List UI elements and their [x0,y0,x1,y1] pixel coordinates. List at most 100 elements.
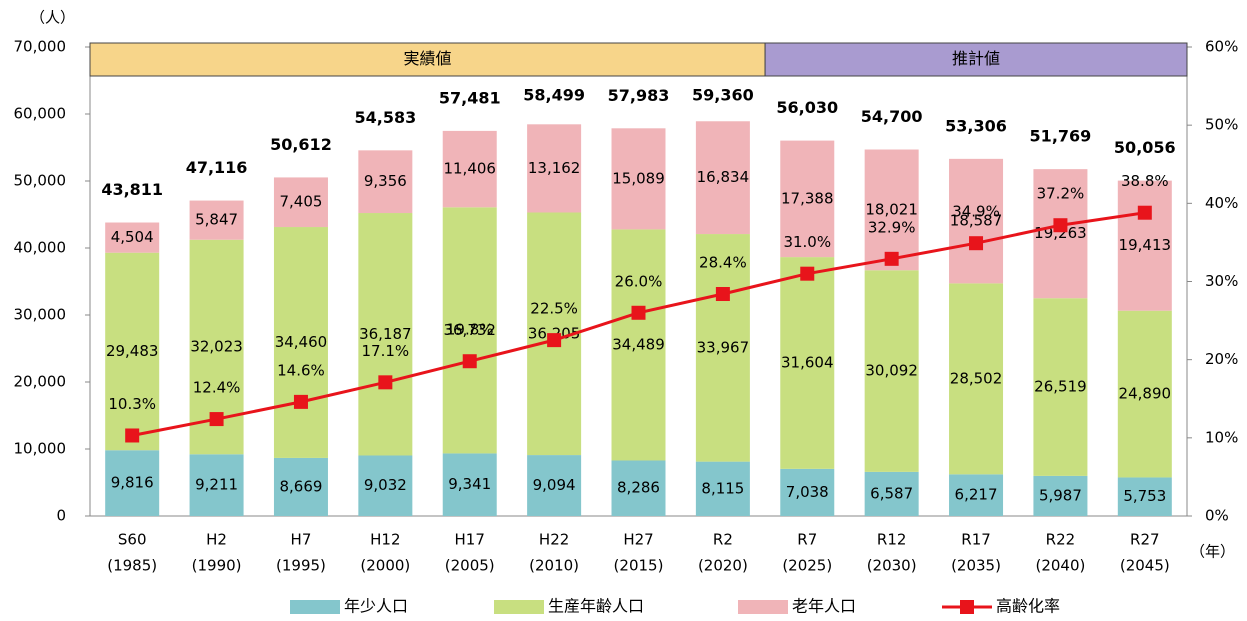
value-label: 9,094 [533,476,576,494]
bar-segment [358,455,413,516]
bar-segment [780,140,835,258]
y-tick-label: 10,000 [14,440,67,458]
line-value-label: 38.8% [1121,172,1169,190]
value-label: 9,356 [364,172,407,190]
x-tick-label: H22 [539,531,569,549]
value-label: 5,847 [195,211,238,229]
bar-segment [949,158,1004,284]
bar-segment [442,453,497,516]
bar-segment [864,471,919,516]
value-label: 36,187 [359,325,412,343]
y2-tick-label: 0% [1205,507,1229,525]
bar-segment [611,229,666,461]
x-tick-label: H2 [206,531,227,549]
legend-swatch [494,600,544,614]
value-label: 29,483 [106,342,159,360]
line-marker [969,236,984,251]
y2-tick-label: 20% [1205,350,1238,368]
y2-tick-label: 40% [1205,194,1238,212]
line-value-label: 19.8% [446,321,494,339]
legend-swatch [290,600,340,614]
y2-tick-label: 60% [1205,38,1238,56]
y-unit-label: （人） [30,9,75,27]
x-tick-sublabel: (2030) [867,557,917,575]
value-label: 28,502 [950,369,1003,387]
legend-marker [960,600,974,614]
bar-segment [358,150,413,214]
value-label: 13,162 [528,159,581,177]
bar-segment [780,257,835,469]
bar-segment [1033,169,1088,299]
period-band [89,42,766,77]
value-label: 26,519 [1034,378,1087,396]
bar-segment [695,121,750,235]
period-band [764,42,1188,77]
y2-tick-label: 50% [1205,116,1238,134]
value-label: 18,021 [865,200,918,218]
x-tick-sublabel: (2005) [445,557,495,575]
y-tick-label: 0 [56,507,66,525]
line-value-label: 31.0% [783,233,831,251]
value-label: 9,816 [111,474,154,492]
line-marker [209,412,224,427]
x-tick-sublabel: (1985) [107,557,157,575]
total-label: 56,030 [776,98,838,117]
x-tick-label: R2 [713,531,733,549]
value-label: 33,967 [697,338,750,356]
value-label: 9,211 [195,476,238,494]
x-tick-sublabel: (2010) [529,557,579,575]
bar-segment [695,461,750,516]
bar-segment [527,124,582,213]
x-tick-label: R22 [1046,531,1076,549]
line-marker [800,266,815,281]
bar-segment [442,130,497,208]
x-tick-sublabel: (1990) [192,557,242,575]
line-value-label: 10.3% [108,395,156,413]
bar-segment [611,460,666,516]
bar-segment [780,468,835,516]
value-label: 36,732 [443,321,496,339]
value-label: 9,341 [448,475,491,493]
value-label: 16,834 [697,168,750,186]
x-tick-sublabel: (2025) [782,557,832,575]
x-tick-sublabel: (2040) [1035,557,1085,575]
value-label: 4,504 [111,228,154,246]
total-label: 59,360 [692,86,754,105]
value-label: 8,669 [279,477,322,495]
value-label: 30,092 [865,362,918,380]
legend-swatch [738,600,788,614]
bar-segment [273,227,328,458]
line-marker [1137,205,1152,220]
value-label: 17,388 [781,189,834,207]
x-unit-label: （年） [1190,543,1235,561]
line-marker [293,394,308,409]
period-label: 実績値 [404,49,452,68]
total-label: 47,116 [186,158,248,177]
bar-segment [527,455,582,516]
x-tick-label: R27 [1130,531,1160,549]
bar-segment [1117,477,1172,516]
line-value-label: 32.9% [868,218,916,236]
total-label: 54,583 [354,108,416,127]
total-label: 43,811 [101,180,163,199]
bar-segment [1117,180,1172,311]
x-tick-label: S60 [118,531,147,549]
value-label: 8,115 [701,479,744,497]
bar-segment [358,213,413,456]
total-label: 51,769 [1030,127,1092,146]
line-marker [631,305,646,320]
x-tick-sublabel: (2000) [360,557,410,575]
x-tick-sublabel: (2015) [614,557,664,575]
value-label: 32,023 [190,338,243,356]
value-label: 18,587 [950,212,1003,230]
y-tick-label: 50,000 [14,172,67,190]
bar-segment [273,457,328,516]
line-marker [462,354,477,369]
value-label: 19,413 [1119,236,1172,254]
y2-tick-label: 30% [1205,272,1238,290]
line-value-label: 12.4% [193,379,241,397]
period-label: 推計値 [952,49,1000,68]
x-tick-label: H27 [623,531,653,549]
x-tick-label: H17 [455,531,485,549]
